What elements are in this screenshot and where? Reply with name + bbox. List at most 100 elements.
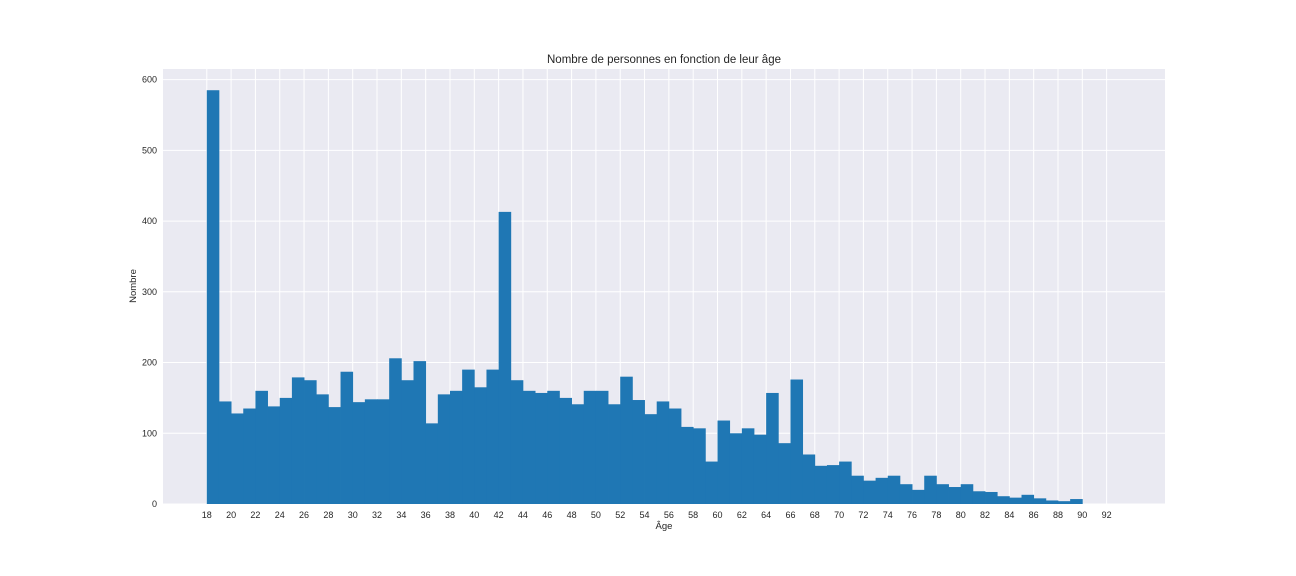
histogram-bar (826, 465, 840, 504)
x-tick-label: 40 (469, 510, 479, 520)
histogram-bar (218, 401, 232, 504)
x-tick-label: 20 (226, 510, 236, 520)
chart-title: Nombre de personnes en fonction de leur … (547, 54, 781, 66)
histogram-bar (948, 487, 962, 504)
histogram-bar (1009, 497, 1022, 504)
histogram-bar (778, 443, 791, 504)
histogram-bar (729, 433, 743, 504)
y-tick-label: 0 (152, 499, 157, 509)
x-tick-label: 80 (956, 510, 966, 520)
histogram-bar (1033, 498, 1047, 504)
histogram-bar (668, 408, 682, 504)
x-tick-labels: 18 20 22 24 26 28 30 32 34 36 38 40 42 44 46 48 50 52 54 56… (202, 510, 1112, 520)
histogram-bar (912, 489, 925, 504)
histogram-bar (814, 465, 828, 504)
histogram-bar (851, 475, 864, 504)
histogram-bar (498, 211, 512, 504)
x-tick-label: 50 (591, 510, 601, 520)
x-tick-label: 46 (542, 510, 552, 520)
y-tick-label: 500 (142, 145, 157, 155)
histogram-bar (1021, 494, 1035, 504)
histogram-bar (839, 461, 852, 504)
histogram-bar (231, 413, 244, 504)
histogram-bar (936, 484, 949, 504)
x-tick-label: 26 (299, 510, 309, 520)
histogram-bar (486, 369, 500, 504)
histogram-bar (267, 406, 281, 504)
x-tick-label: 86 (1029, 510, 1039, 520)
x-tick-label: 84 (1004, 510, 1014, 520)
x-tick-label: 44 (518, 510, 528, 520)
x-tick-label: 90 (1077, 510, 1087, 520)
histogram-bar (474, 387, 487, 504)
x-tick-label: 28 (323, 510, 333, 520)
histogram-bar (437, 394, 451, 504)
x-tick-label: 66 (785, 510, 795, 520)
histogram-bar (328, 407, 341, 504)
histogram-bar (304, 380, 317, 504)
histogram-bar (790, 379, 804, 504)
histogram-bar (608, 404, 621, 504)
x-tick-label: 82 (980, 510, 990, 520)
histogram-bar (547, 390, 560, 504)
x-tick-label: 36 (421, 510, 431, 520)
histogram-bar (583, 390, 597, 504)
y-tick-label: 400 (142, 216, 157, 226)
x-tick-label: 62 (737, 510, 747, 520)
histogram-bar (352, 402, 366, 504)
x-tick-label: 74 (883, 510, 893, 520)
x-tick-label: 52 (615, 510, 625, 520)
histogram-bar (291, 377, 305, 504)
x-tick-label: 92 (1102, 510, 1112, 520)
histogram-bar (632, 400, 645, 504)
histogram-bar (1070, 499, 1083, 504)
histogram-bar (656, 401, 670, 504)
x-tick-label: 88 (1053, 510, 1063, 520)
histogram-bar (243, 408, 256, 504)
bars (206, 90, 1083, 504)
histogram-bar (741, 428, 755, 504)
histogram-bar (522, 390, 536, 504)
x-tick-label: 70 (834, 510, 844, 520)
x-tick-label: 24 (275, 510, 285, 520)
histogram-bar (644, 414, 658, 504)
y-tick-label: 600 (142, 75, 157, 85)
histogram-bar (255, 390, 268, 504)
x-tick-label: 18 (202, 510, 212, 520)
y-tick-label: 200 (142, 358, 157, 368)
x-tick-label: 72 (858, 510, 868, 520)
histogram-bar (863, 480, 876, 504)
x-tick-label: 58 (688, 510, 698, 520)
histogram-bar (571, 404, 585, 504)
x-tick-label: 56 (664, 510, 674, 520)
x-tick-label: 22 (250, 510, 260, 520)
histogram-bar (462, 369, 475, 504)
histogram-bar (535, 392, 548, 504)
histogram-bar (766, 392, 779, 504)
histogram-bar (364, 399, 378, 504)
histogram-bar (279, 397, 293, 504)
histogram-bar (985, 491, 998, 504)
histogram-bar (1057, 501, 1071, 504)
x-tick-label: 32 (372, 510, 382, 520)
x-tick-label: 42 (494, 510, 504, 520)
x-tick-label: 48 (567, 510, 577, 520)
histogram-bar (753, 434, 767, 504)
histogram-bar (899, 484, 913, 504)
x-tick-label: 64 (761, 510, 771, 520)
x-tick-label: 78 (931, 510, 941, 520)
histogram-bar (595, 390, 609, 504)
histogram-bar (510, 380, 524, 504)
histogram-bar (340, 371, 354, 504)
histogram-bar (802, 454, 816, 504)
histogram-bar (401, 380, 414, 504)
y-tick-label: 100 (142, 428, 157, 438)
y-tick-label: 300 (142, 287, 157, 297)
x-tick-label: 60 (712, 510, 722, 520)
histogram-bar (705, 461, 718, 504)
histogram-bar (620, 376, 633, 504)
histogram-bar (559, 397, 572, 504)
histogram-bar (960, 484, 974, 504)
histogram-bar (389, 358, 402, 504)
